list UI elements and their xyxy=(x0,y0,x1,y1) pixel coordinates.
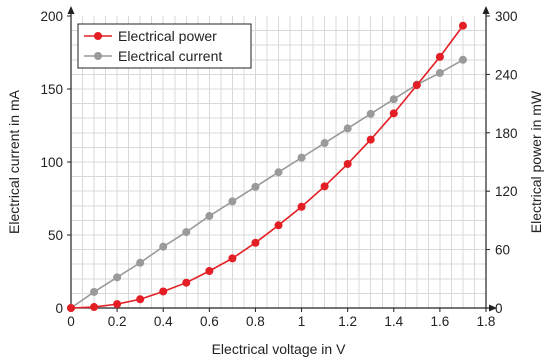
legend-marker-electrical-power xyxy=(94,32,102,40)
data-point-electrical-power xyxy=(366,135,375,144)
data-point-electrical-current xyxy=(389,95,398,104)
data-point-electrical-current xyxy=(366,109,375,118)
legend-label-electrical-current: Electrical current xyxy=(118,48,222,64)
data-point-electrical-current xyxy=(113,273,122,282)
data-point-electrical-power xyxy=(113,300,122,309)
data-point-electrical-power xyxy=(136,295,145,304)
x-axis-title: Electrical voltage in V xyxy=(212,341,347,357)
data-point-electrical-current xyxy=(274,168,283,177)
data-point-electrical-power xyxy=(412,81,421,90)
legend-entry-electrical-current: Electrical current xyxy=(84,48,222,64)
series xyxy=(67,21,467,312)
data-point-electrical-power xyxy=(458,21,467,30)
y-left-tick-label: 0 xyxy=(55,301,63,316)
y-axis-left-title: Electrical current in mA xyxy=(6,89,22,234)
data-point-electrical-current xyxy=(182,228,191,237)
legend-entry-electrical-power: Electrical power xyxy=(84,28,217,44)
data-point-electrical-current xyxy=(251,182,260,191)
data-point-electrical-power xyxy=(274,221,283,230)
data-point-electrical-power xyxy=(159,287,168,296)
y-left-tick-label: 200 xyxy=(40,9,63,24)
data-point-electrical-power xyxy=(205,267,214,276)
data-point-electrical-current xyxy=(136,258,145,267)
y-right-tick-label: 300 xyxy=(495,9,518,24)
data-point-electrical-current xyxy=(159,242,168,251)
legend: Electrical power Electrical current xyxy=(77,23,252,69)
x-tick-label: 1.4 xyxy=(384,314,403,329)
x-tick-label: 0.2 xyxy=(108,314,127,329)
data-point-electrical-current xyxy=(320,139,329,148)
y-right-tick-label: 120 xyxy=(495,184,518,199)
data-point-electrical-power xyxy=(297,202,306,211)
y-right-tick-label: 0 xyxy=(495,301,503,316)
x-tick-label: 0 xyxy=(67,314,75,329)
data-point-electrical-power xyxy=(228,254,237,263)
x-tick-label: 1 xyxy=(298,314,306,329)
data-point-electrical-power xyxy=(343,159,352,168)
data-point-electrical-power xyxy=(251,238,260,247)
data-point-electrical-power xyxy=(182,278,191,287)
data-point-electrical-current xyxy=(228,197,237,206)
data-point-electrical-current xyxy=(205,212,214,221)
legend-box xyxy=(77,23,252,69)
data-point-electrical-power xyxy=(90,303,99,312)
y-axis-right-title: Electrical power in mW xyxy=(528,90,544,233)
y-left-tick-label: 50 xyxy=(48,228,63,243)
y-left-tick-label: 150 xyxy=(40,82,63,97)
y-left-tick-label: 100 xyxy=(40,155,63,170)
data-point-electrical-power xyxy=(320,182,329,191)
data-point-electrical-power xyxy=(435,52,444,61)
tick-labels: 0 0.2 0.4 0.6 0.8 1 1.2 1.4 1.6 1.805010015020006… xyxy=(40,9,517,329)
x-tick-label: 0.8 xyxy=(246,314,265,329)
y-right-tick-label: 60 xyxy=(495,243,510,258)
data-point-electrical-power xyxy=(389,109,398,118)
axes xyxy=(67,6,497,312)
series-line-electrical-current xyxy=(70,59,464,309)
legend-marker-electrical-current xyxy=(94,52,102,60)
x-axis-arrow xyxy=(489,304,497,312)
y-axis-right-arrow xyxy=(482,6,490,14)
y-axis-left-arrow xyxy=(67,6,75,14)
data-point-electrical-current xyxy=(458,55,467,64)
data-point-electrical-current xyxy=(297,153,306,162)
x-tick-label: 0.6 xyxy=(200,314,219,329)
y-right-tick-label: 240 xyxy=(495,67,518,82)
data-point-electrical-current xyxy=(343,124,352,133)
y-right-tick-label: 180 xyxy=(495,126,518,141)
x-tick-label: 1.6 xyxy=(430,314,449,329)
data-point-electrical-current xyxy=(90,287,99,296)
x-tick-label: 0.4 xyxy=(154,314,173,329)
data-point-electrical-power xyxy=(67,304,75,312)
x-tick-label: 1.2 xyxy=(338,314,357,329)
data-point-electrical-current xyxy=(435,68,444,77)
legend-label-electrical-power: Electrical power xyxy=(118,28,217,44)
x-tick-label: 1.8 xyxy=(477,314,496,329)
